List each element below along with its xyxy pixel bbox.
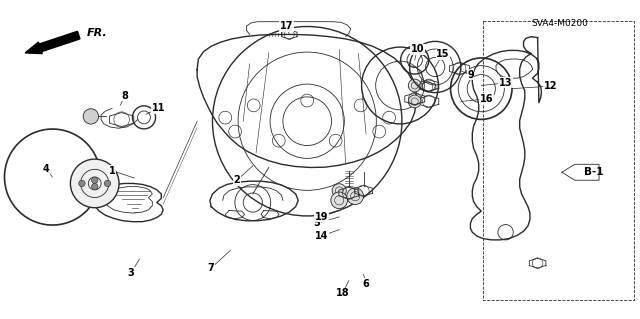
FancyArrow shape <box>25 31 80 54</box>
Circle shape <box>92 177 98 183</box>
Text: 7: 7 <box>208 263 214 273</box>
Text: B-1: B-1 <box>584 167 604 177</box>
Circle shape <box>347 188 364 204</box>
Circle shape <box>70 159 119 208</box>
Text: 11: 11 <box>152 103 166 114</box>
Text: 3: 3 <box>128 268 134 278</box>
Circle shape <box>104 180 111 187</box>
Text: 14: 14 <box>314 231 328 241</box>
Text: 17: 17 <box>280 21 294 31</box>
Text: 16: 16 <box>479 94 493 104</box>
Text: 2: 2 <box>234 175 240 185</box>
Circle shape <box>408 95 421 108</box>
Circle shape <box>331 192 348 209</box>
Circle shape <box>83 109 99 124</box>
Text: 8: 8 <box>122 91 128 101</box>
Text: 18: 18 <box>335 288 349 299</box>
Text: 13: 13 <box>499 78 513 88</box>
Text: 19: 19 <box>314 212 328 222</box>
Text: 15: 15 <box>436 49 450 59</box>
Text: 12: 12 <box>543 81 557 91</box>
Text: 4: 4 <box>43 164 49 174</box>
Circle shape <box>92 183 98 190</box>
Text: 5: 5 <box>314 218 320 228</box>
Text: FR.: FR. <box>87 28 108 39</box>
Circle shape <box>408 79 421 92</box>
Text: 9: 9 <box>467 70 474 80</box>
Text: 6: 6 <box>363 279 369 289</box>
Circle shape <box>79 180 85 187</box>
Text: 10: 10 <box>410 44 424 55</box>
Circle shape <box>332 184 346 198</box>
Text: SVA4-M0200: SVA4-M0200 <box>532 19 588 28</box>
Text: 1: 1 <box>109 166 115 176</box>
